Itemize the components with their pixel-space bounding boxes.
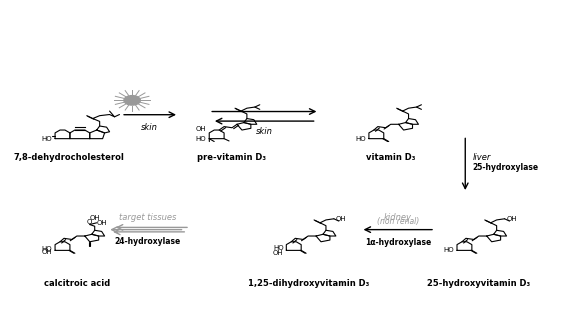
- Text: calcitroic acid: calcitroic acid: [44, 279, 110, 288]
- Text: 25-hydroxylase: 25-hydroxylase: [472, 163, 539, 172]
- Text: 7,8-dehydrocholesterol: 7,8-dehydrocholesterol: [14, 153, 124, 162]
- Text: vitamin D₃: vitamin D₃: [367, 153, 415, 162]
- Text: HO: HO: [355, 136, 366, 142]
- Text: pre-vitamin D₃: pre-vitamin D₃: [196, 153, 266, 162]
- Text: OH: OH: [273, 250, 284, 256]
- Text: HO: HO: [42, 246, 52, 252]
- Text: OH: OH: [97, 220, 108, 226]
- Text: 1,25-dihydroxyvitamin D₃: 1,25-dihydroxyvitamin D₃: [248, 279, 369, 288]
- Circle shape: [124, 96, 140, 105]
- Text: (non renal): (non renal): [377, 217, 419, 226]
- Text: kidney: kidney: [384, 213, 412, 222]
- Text: liver: liver: [472, 153, 491, 162]
- Text: O: O: [87, 219, 92, 224]
- Text: HO: HO: [196, 136, 207, 142]
- Text: skin: skin: [256, 128, 272, 137]
- Text: 1α-hydroxylase: 1α-hydroxylase: [365, 238, 431, 247]
- Text: OH: OH: [42, 249, 52, 255]
- Text: 25-hydroxyvitamin D₃: 25-hydroxyvitamin D₃: [427, 279, 530, 288]
- Text: OH: OH: [506, 216, 517, 222]
- Text: OH: OH: [90, 215, 100, 221]
- Text: HO: HO: [444, 247, 454, 253]
- Text: skin: skin: [141, 123, 158, 132]
- Text: 24-hydroxylase: 24-hydroxylase: [114, 237, 181, 246]
- Text: OH: OH: [195, 126, 206, 132]
- Text: HO: HO: [42, 136, 52, 142]
- Text: OH: OH: [336, 216, 346, 222]
- Text: target tissues: target tissues: [119, 213, 176, 222]
- Text: HO: HO: [273, 244, 284, 251]
